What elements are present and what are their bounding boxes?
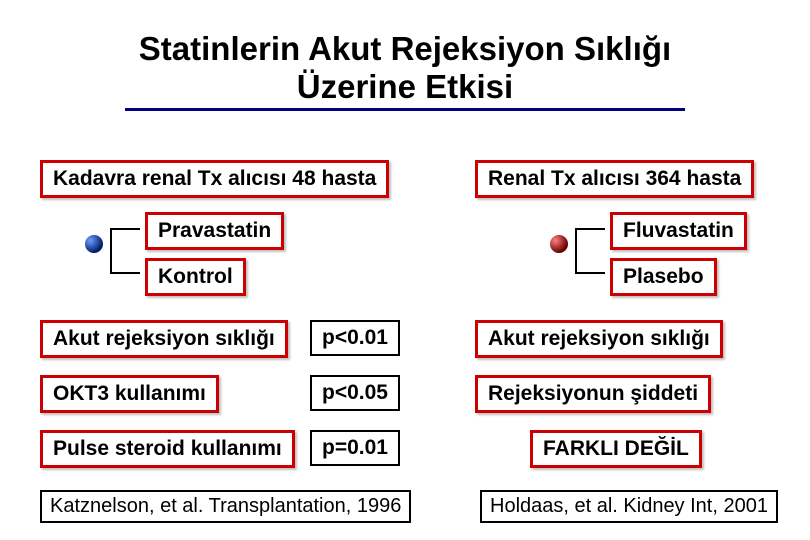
right-row-label: Rejeksiyonun şiddeti	[475, 375, 711, 413]
bullet-icon	[85, 235, 103, 253]
left-row-pvalue: p=0.01	[310, 430, 400, 466]
left-connector	[110, 228, 112, 274]
right-header-box: Renal Tx alıcısı 364 hasta	[475, 160, 754, 198]
left-row-pvalue: p<0.05	[310, 375, 400, 411]
right-arm2-box: Plasebo	[610, 258, 717, 296]
left-row-label: Pulse steroid kullanımı	[40, 430, 295, 468]
bullet-icon	[550, 235, 568, 253]
page-title: Statinlerin Akut Rejeksiyon Sıklığı Üzer…	[125, 30, 685, 111]
left-row-pvalue: p<0.01	[310, 320, 400, 356]
left-arm2-box: Kontrol	[145, 258, 246, 296]
right-arm1-box: Fluvastatin	[610, 212, 747, 250]
right-citation: Holdaas, et al. Kidney Int, 2001	[480, 490, 778, 523]
left-header-box: Kadavra renal Tx alıcısı 48 hasta	[40, 160, 389, 198]
left-citation: Katznelson, et al. Transplantation, 1996	[40, 490, 411, 523]
right-row-label: Akut rejeksiyon sıklığı	[475, 320, 723, 358]
left-row-label: Akut rejeksiyon sıklığı	[40, 320, 288, 358]
left-row-label: OKT3 kullanımı	[40, 375, 219, 413]
right-connector	[575, 228, 577, 274]
left-arm1-box: Pravastatin	[145, 212, 284, 250]
right-row-label: FARKLI DEĞİL	[530, 430, 702, 468]
